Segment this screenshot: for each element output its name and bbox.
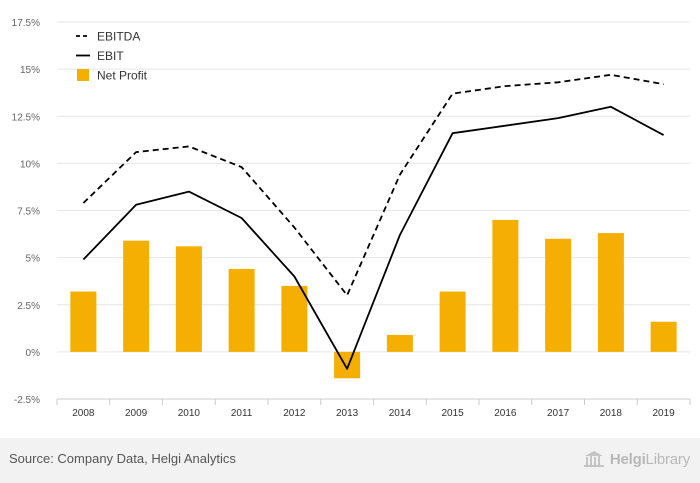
line-series	[82, 73, 665, 370]
net-profit-bar	[386, 334, 413, 352]
x-tick-label: 2017	[547, 408, 570, 419]
y-tick-label: -2.5%	[14, 395, 40, 406]
y-tick-label: 12.5%	[12, 112, 40, 123]
y-axis-ticks: -2.5% 0% 2.5% 5% 7.5% 10% 12.5% 15% 17.5%	[12, 18, 40, 406]
y-tick-label: 0%	[26, 348, 41, 359]
x-tick-label: 2008	[72, 408, 95, 419]
x-tick-label: 2015	[442, 408, 465, 419]
ebitda-line	[82, 73, 664, 297]
net-profit-bar	[228, 268, 255, 352]
y-tick-label: 5%	[26, 254, 41, 265]
x-tick-label: 2014	[389, 408, 412, 419]
legend-label: Net Profit	[97, 69, 148, 83]
x-tick-label: 2018	[600, 408, 623, 419]
net-profit-bar	[175, 246, 202, 352]
y-tick-label: 7.5%	[17, 207, 40, 218]
x-tick-label: 2016	[494, 408, 517, 419]
grid-lines	[57, 21, 690, 400]
legend-label: EBIT	[97, 49, 124, 63]
net-profit-bar	[70, 291, 97, 352]
x-tick-label: 2009	[125, 408, 148, 419]
source-text: Source: Company Data, Helgi Analytics	[9, 451, 236, 466]
legend-label: EBITDA	[97, 30, 140, 44]
x-axis: 2008 2009 2010 2011 2012 2013 2014 2015 2016 2017…	[56, 398, 691, 419]
y-tick-label: 17.5%	[12, 18, 40, 29]
footer: Source: Company Data, Helgi Analytics He…	[0, 438, 700, 483]
x-tick-label: 2019	[653, 408, 676, 419]
net-profit-bar	[281, 285, 308, 352]
x-tick-label: 2011	[231, 408, 253, 419]
net-profit-bar	[492, 219, 519, 352]
net-profit-bar	[123, 240, 150, 352]
net-profit-bar	[597, 233, 624, 352]
legend: EBITDA EBIT Net Profit	[76, 30, 148, 83]
x-tick-label: 2012	[283, 408, 306, 419]
ebit-line	[82, 105, 665, 370]
net-profit-bar	[545, 238, 572, 352]
net-profit-bar	[334, 351, 361, 379]
net-profit-bars	[70, 219, 677, 379]
y-tick-label: 10%	[20, 159, 40, 170]
brand-name: HelgiLibrary	[609, 450, 690, 468]
net-profit-bar	[439, 291, 466, 352]
y-tick-label: 15%	[20, 65, 40, 76]
x-tick-label: 2010	[178, 408, 201, 419]
library-building-icon	[583, 451, 604, 467]
chart: -2.5%0%2.5%5%7.5%10%12.5%15%17.5% 2008 20…	[12, 18, 691, 419]
y-tick-label: 2.5%	[17, 301, 40, 312]
legend-swatch	[77, 69, 89, 81]
helgi-library-logo: HelgiLibrary	[583, 448, 690, 470]
x-tick-label: 2013	[336, 408, 359, 419]
net-profit-bar	[650, 321, 677, 352]
